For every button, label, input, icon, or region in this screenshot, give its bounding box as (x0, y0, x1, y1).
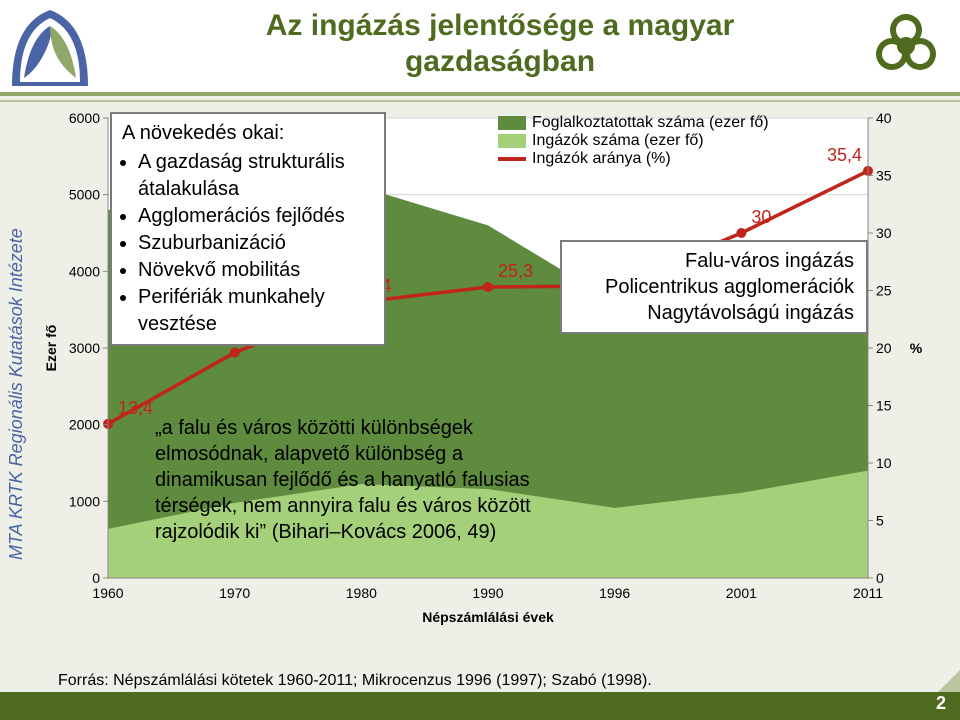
partner-logo (870, 10, 942, 82)
callout-heading: A növekedés okai: (122, 120, 374, 147)
svg-text:5000: 5000 (69, 187, 100, 203)
footer-strip (0, 692, 960, 720)
callout-item: Agglomerációs fejlődés (138, 203, 374, 230)
callout-item: Növekvő mobilitás (138, 257, 374, 284)
svg-text:5: 5 (876, 513, 884, 529)
legend-label: Ingázók száma (ezer fő) (532, 132, 704, 150)
svg-text:6000: 6000 (69, 110, 100, 126)
sidebar-affiliation: MTA KRTK Regionális Kutatások Intézete (6, 228, 27, 560)
corner-decor (938, 670, 960, 692)
callout-line: Falu-város ingázás (574, 248, 854, 274)
svg-text:%: % (910, 340, 923, 356)
legend-item-employed: Foglalkoztatottak száma (ezer fő) (498, 114, 769, 132)
svg-text:1960: 1960 (92, 585, 123, 601)
callout-quote: „a falu és város közötti különbségek elm… (155, 415, 575, 545)
callout-line: Nagytávolságú ingázás (574, 300, 854, 326)
svg-text:1970: 1970 (219, 585, 250, 601)
callout-growth-causes: A növekedés okai: A gazdaság strukturáli… (110, 112, 386, 346)
svg-text:2011: 2011 (853, 585, 883, 601)
slide: Az ingázás jelentősége a magyar gazdaság… (0, 0, 960, 720)
svg-text:1980: 1980 (346, 585, 377, 601)
callout-item: Perifériák munkahely vesztése (138, 284, 374, 338)
svg-text:40: 40 (876, 110, 892, 126)
svg-text:4000: 4000 (69, 263, 100, 279)
legend-swatch-employed (498, 116, 526, 130)
legend-item-share: Ingázók aránya (%) (498, 150, 769, 168)
callout-commuting-types: Falu-város ingázás Policentrikus agglome… (560, 240, 868, 334)
svg-text:2001: 2001 (726, 585, 757, 601)
svg-text:25: 25 (876, 283, 892, 299)
svg-text:35,4: 35,4 (827, 145, 862, 165)
callout-item: Szuburbanizáció (138, 230, 374, 257)
callout-list: A gazdaság strukturális átalakulása Aggl… (138, 149, 374, 338)
callout-item: A gazdaság strukturális átalakulása (138, 149, 374, 203)
svg-text:1996: 1996 (599, 585, 630, 601)
legend-swatch-share (498, 157, 526, 161)
svg-text:15: 15 (876, 398, 892, 414)
svg-text:25,3: 25,3 (498, 261, 533, 281)
legend-item-commuters: Ingázók száma (ezer fő) (498, 132, 769, 150)
svg-text:20: 20 (876, 340, 892, 356)
svg-text:10: 10 (876, 455, 892, 471)
legend-label: Ingázók aránya (%) (532, 150, 671, 168)
page-number: 2 (936, 693, 946, 714)
svg-text:2000: 2000 (69, 417, 100, 433)
svg-text:Ezer fő: Ezer fő (43, 325, 59, 372)
svg-text:30: 30 (751, 207, 771, 227)
svg-text:3000: 3000 (69, 340, 100, 356)
divider-thin (0, 100, 960, 102)
svg-text:13,4: 13,4 (118, 398, 153, 418)
svg-text:30: 30 (876, 225, 892, 241)
svg-text:1000: 1000 (69, 493, 100, 509)
svg-text:35: 35 (876, 168, 892, 184)
institute-logo (10, 4, 90, 88)
source-citation: Forrás: Népszámlálási kötetek 1960-2011;… (58, 672, 652, 690)
svg-text:0: 0 (92, 570, 100, 586)
slide-title: Az ingázás jelentősége a magyar gazdaság… (170, 8, 830, 80)
svg-text:1990: 1990 (472, 585, 503, 601)
legend-label: Foglalkoztatottak száma (ezer fő) (532, 114, 769, 132)
svg-text:Népszámlálási évek: Népszámlálási évek (422, 609, 554, 625)
callout-line: Policentrikus agglomerációk (574, 274, 854, 300)
chart-legend: Foglalkoztatottak száma (ezer fő) Ingázó… (498, 114, 769, 168)
svg-text:0: 0 (876, 570, 884, 586)
legend-swatch-commuters (498, 134, 526, 148)
divider-thick (0, 92, 960, 96)
